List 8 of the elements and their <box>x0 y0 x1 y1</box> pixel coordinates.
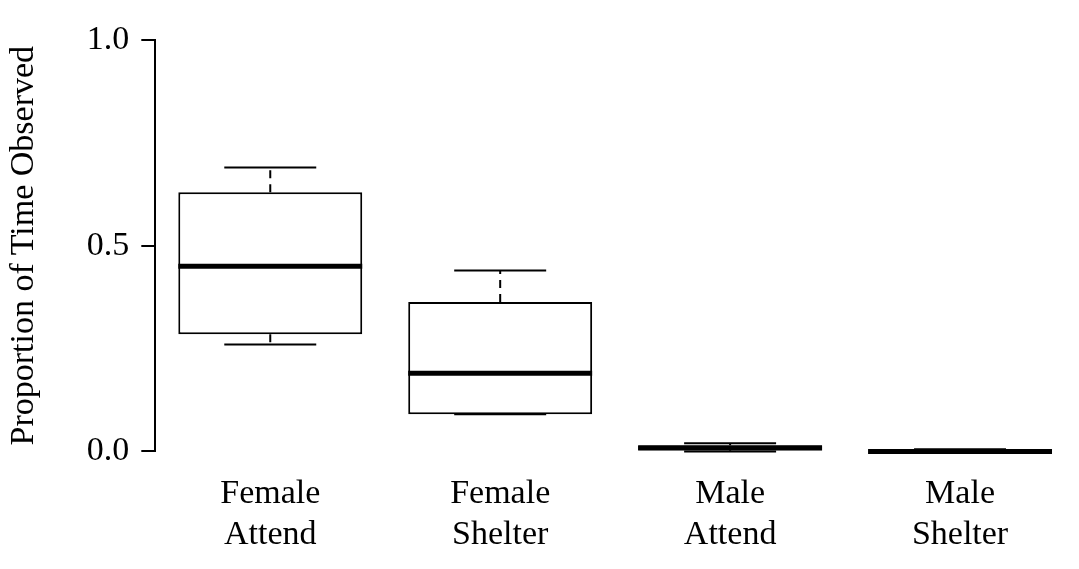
x-tick-label: Male Attend <box>683 472 777 551</box>
y-tick-label: 1.0 <box>86 18 130 56</box>
x-tick-label: Male Shelter <box>911 472 1009 551</box>
y-tick-label: 0.0 <box>86 430 130 468</box>
y-tick-label: 0.5 <box>86 224 130 262</box>
x-tick-label: Female Shelter <box>450 472 551 551</box>
x-tick-label: Female Attend <box>220 472 321 551</box>
y-axis-title: Proportion of Time Observed <box>3 45 41 446</box>
